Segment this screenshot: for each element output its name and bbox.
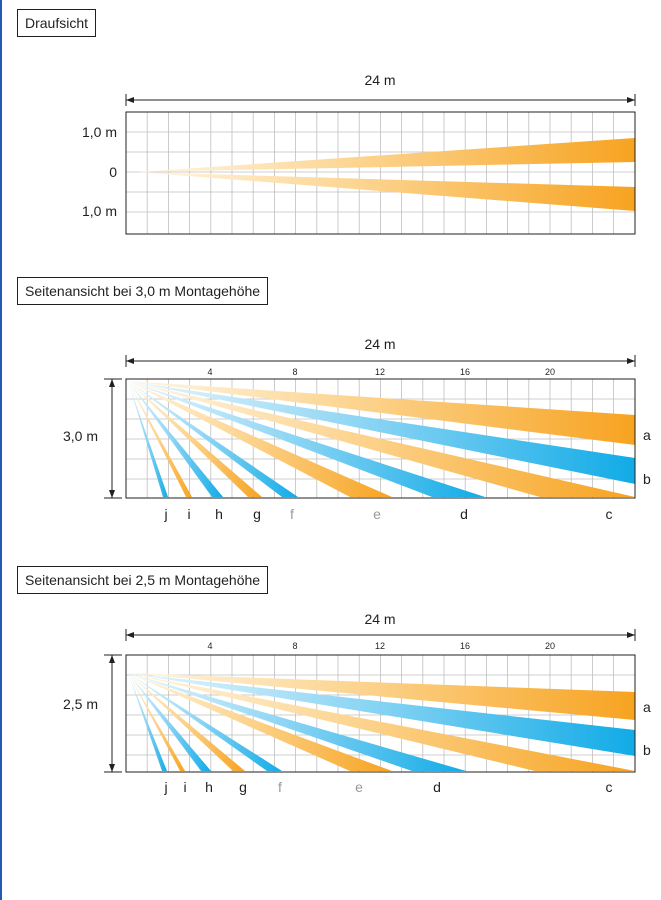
side-25-height-label: 2,5 m: [63, 696, 98, 712]
side-view-25-beams: [128, 673, 635, 771]
side-25-span-dimension: [125, 629, 636, 641]
side-view-30-diagram: 24 m 4 8 12 16 20 3,0 m a b j i h g f e …: [63, 336, 651, 522]
top-view-frame: [125, 111, 636, 235]
beam-f: [128, 381, 298, 497]
side-25-beam-h: h: [205, 779, 213, 795]
top-view-title: Draufsicht: [17, 9, 97, 37]
side-25-tick-8: 8: [292, 641, 297, 651]
beam-g: [128, 673, 245, 771]
side-25-zone-b: b: [643, 742, 651, 758]
beam-a: [128, 381, 635, 445]
side-30-tick-8: 8: [292, 367, 297, 377]
beam-b: [128, 673, 635, 756]
side-25-beam-g: g: [239, 779, 247, 795]
side-30-span-label: 24 m: [364, 336, 395, 352]
side-30-height-label: 3,0 m: [63, 428, 98, 444]
page-edge-rule: [0, 0, 2, 900]
side-view-30-beams: [128, 381, 635, 497]
side-25-zone-a: a: [643, 699, 651, 715]
side-30-beam-f: f: [290, 506, 294, 522]
side-30-beam-h: h: [215, 506, 223, 522]
side-25-height-dimension: [104, 654, 122, 773]
beam-g: [128, 381, 262, 497]
side-25-beam-f: f: [278, 779, 282, 795]
side-25-beam-j: j: [163, 779, 167, 795]
top-view-diagram: 24 m 1,0 m 0 1,0 m: [82, 72, 636, 235]
side-30-beam-i: i: [187, 506, 190, 522]
beam-d: [128, 673, 466, 771]
top-beam-lower: [137, 172, 635, 211]
side-25-beam-i: i: [183, 779, 186, 795]
beam-i: [128, 381, 192, 497]
top-span-dimension: [125, 94, 636, 106]
side-30-tick-4: 4: [207, 367, 212, 377]
side-view-25-frame: [125, 654, 636, 773]
side-30-height-dimension: [104, 378, 122, 499]
beam-d: [128, 381, 485, 497]
side-30-tick-12: 12: [375, 367, 385, 377]
side-30-beam-c: c: [606, 506, 613, 522]
side-25-beam-e: e: [355, 779, 363, 795]
beam-e: [128, 673, 392, 771]
side-30-beam-j: j: [163, 506, 167, 522]
side-25-tick-4: 4: [207, 641, 212, 651]
beam-j: [128, 381, 168, 497]
side-30-beam-g: g: [253, 506, 261, 522]
beam-a: [128, 673, 635, 720]
beam-b: [128, 381, 635, 484]
top-span-label: 24 m: [364, 72, 395, 88]
beam-i: [128, 673, 185, 771]
side-25-beam-c: c: [606, 779, 613, 795]
side-30-tick-20: 20: [545, 367, 555, 377]
side-view-25-title: Seitenansicht bei 2,5 m Montagehöhe: [17, 566, 269, 594]
side-view-30-title: Seitenansicht bei 3,0 m Montagehöhe: [17, 277, 269, 305]
top-y-label-upper: 1,0 m: [82, 124, 117, 140]
top-y-label-center: 0: [109, 164, 117, 180]
beam-j: [128, 673, 167, 771]
side-25-tick-20: 20: [545, 641, 555, 651]
side-30-span-dimension: [125, 355, 636, 367]
beam-h: [128, 673, 211, 771]
beam-f: [128, 673, 282, 771]
side-30-tick-16: 16: [460, 367, 470, 377]
side-25-tick-12: 12: [375, 641, 385, 651]
side-30-beam-d: d: [460, 506, 468, 522]
side-view-25-diagram: 24 m 4 8 12 16 20 2,5 m a b j i h g f e …: [63, 611, 651, 795]
side-25-span-label: 24 m: [364, 611, 395, 627]
top-y-label-lower: 1,0 m: [82, 203, 117, 219]
beam-c: [128, 673, 635, 771]
side-25-beam-d: d: [433, 779, 441, 795]
side-30-zone-a: a: [643, 427, 651, 443]
side-25-tick-16: 16: [460, 641, 470, 651]
top-beam-upper: [137, 138, 635, 172]
beam-e: [128, 381, 392, 497]
side-view-30-frame: [125, 378, 636, 499]
side-30-zone-b: b: [643, 471, 651, 487]
side-30-beam-e: e: [373, 506, 381, 522]
beam-c: [128, 381, 635, 497]
beam-h: [128, 381, 223, 497]
top-view-grid: [126, 112, 635, 234]
